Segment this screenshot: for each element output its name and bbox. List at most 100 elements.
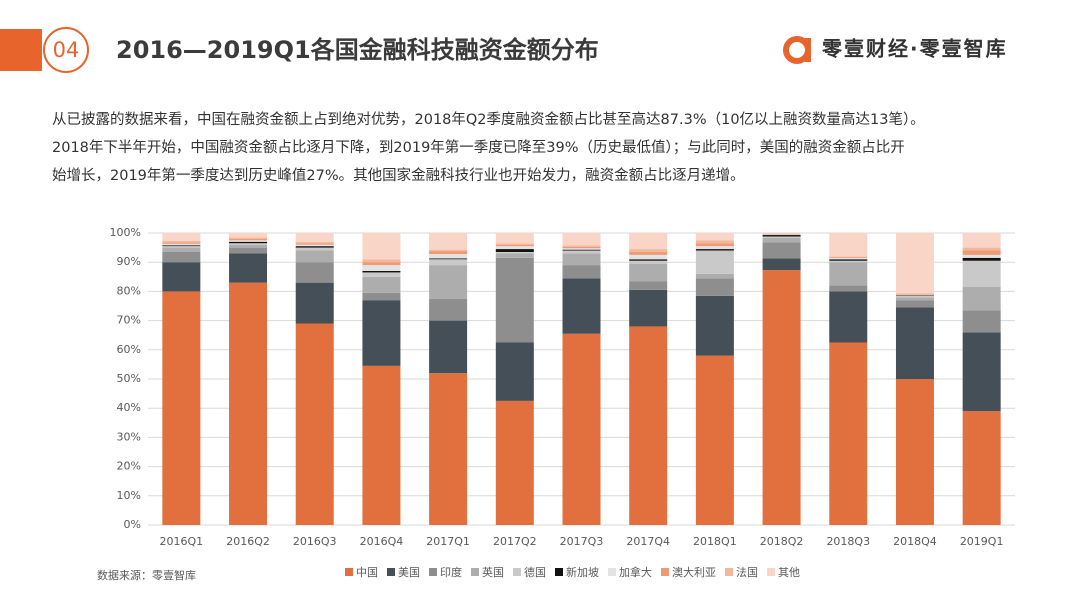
bar-segment	[495, 342, 534, 401]
bar-segment	[295, 282, 334, 324]
bar-segment	[695, 250, 734, 274]
page-title: 2016—2019Q1各国金融科技融资金额分布	[116, 36, 599, 64]
bar-segment	[229, 243, 268, 245]
bar-segment	[962, 250, 1001, 255]
bar-segment	[162, 243, 201, 246]
x-tick-label: 2017Q4	[626, 535, 670, 548]
bar-segment	[629, 263, 668, 282]
bar-segment	[962, 247, 1001, 251]
bar-segment	[162, 233, 201, 241]
legend-label: 德国	[524, 565, 546, 579]
bar-segment	[895, 294, 934, 296]
bar-segment	[362, 300, 401, 366]
bar-segment	[829, 259, 868, 261]
legend-swatch	[725, 568, 733, 576]
bar-segment	[162, 240, 201, 243]
bar-segment	[962, 411, 1001, 525]
y-tick-label: 90%	[117, 255, 141, 268]
bar-segment	[562, 250, 601, 254]
bar-segment	[829, 260, 868, 263]
bar-segment	[495, 244, 534, 247]
bar-segment	[162, 262, 201, 292]
bar-segment	[629, 249, 668, 252]
bar-segment	[629, 281, 668, 290]
bar-segment	[229, 247, 268, 254]
x-tick-label: 2016Q4	[360, 535, 404, 548]
x-tick-label: 2018Q1	[693, 535, 737, 548]
x-tick-label: 2019Q1	[960, 535, 1004, 548]
bar-segment	[962, 287, 1001, 311]
bar-segment	[829, 342, 868, 525]
legend-swatch	[767, 568, 775, 576]
y-tick-label: 60%	[117, 343, 141, 356]
bar-segment	[229, 237, 268, 239]
bar-segment	[629, 259, 668, 261]
legend-swatch	[661, 568, 669, 576]
body-line: 始增长，2019年第一季度达到历史峰值27%。其他国家金融科技行业也开始发力，融…	[52, 166, 745, 184]
bar-segment	[495, 400, 534, 525]
bar-segment	[762, 233, 801, 235]
bar-segment	[829, 291, 868, 343]
body-line: 从已披露的数据来看，中国在融资金额上占到绝对优势，2018年Q2季度融资金额占比…	[52, 111, 925, 128]
legend-label: 美国	[398, 566, 420, 579]
bar-segment	[362, 262, 401, 266]
x-tick-label: 2018Q3	[826, 535, 870, 548]
bar-segment	[629, 326, 668, 525]
bar-segment	[495, 257, 534, 343]
bar-segment	[295, 246, 334, 248]
bar-segment	[362, 292, 401, 301]
x-tick-label: 2016Q1	[160, 535, 204, 548]
bar-segment	[362, 270, 401, 273]
legend-label: 英国	[482, 565, 504, 579]
bar-segment	[162, 245, 201, 247]
bar-segment	[562, 248, 601, 250]
y-tick-label: 20%	[117, 460, 141, 473]
bar-segment	[895, 300, 934, 308]
legend-swatch	[471, 568, 479, 576]
bar-segment	[695, 233, 734, 241]
legend-label: 澳大利亚	[672, 565, 716, 579]
bar-segment	[495, 249, 534, 252]
bar-segment	[962, 257, 1001, 261]
bar-segment	[562, 265, 601, 279]
bar-segment	[629, 289, 668, 327]
bar-segment	[762, 236, 801, 238]
bar-segment	[895, 294, 934, 295]
bar-segment	[295, 244, 334, 247]
legend-label: 中国	[356, 566, 378, 579]
brand-logo	[783, 36, 811, 64]
y-tick-label: 0%	[124, 518, 141, 531]
bar-segment	[495, 243, 534, 245]
legend-label: 新加坡	[566, 565, 599, 579]
bar-segment	[295, 247, 334, 251]
bar-segment	[895, 295, 934, 298]
bar-segment	[429, 320, 468, 374]
x-tick-label: 2017Q3	[560, 535, 604, 548]
brand-name: 零壹财经·零壹智库	[821, 37, 1008, 61]
bar-segment	[362, 272, 401, 277]
bar-segment	[429, 259, 468, 266]
bar-segment	[695, 240, 734, 244]
body-line: 2018年下半年开始，中国融资金额占比逐月下降，到2019年第一季度已降至39%…	[52, 138, 905, 156]
bar-segment	[229, 238, 268, 241]
x-tick-label: 2018Q2	[760, 535, 804, 548]
bar-segment	[562, 253, 601, 266]
bar-segment	[229, 253, 268, 283]
bar-segment	[162, 251, 201, 263]
y-tick-label: 50%	[117, 372, 141, 385]
bar-segment	[962, 233, 1001, 248]
legend-swatch	[345, 568, 353, 576]
legend-label: 印度	[440, 565, 462, 579]
bar-segment	[829, 256, 868, 257]
bar-segment	[229, 282, 268, 525]
bar-segment	[895, 293, 934, 295]
bar-segment	[695, 273, 734, 279]
bar-segment	[695, 355, 734, 525]
bar-segment	[762, 237, 801, 243]
bar-segment	[895, 295, 934, 296]
number-badge	[43, 27, 89, 73]
y-tick-label: 80%	[117, 284, 141, 297]
source-note: 数据来源：零壹智库	[97, 568, 196, 582]
y-tick-label: 70%	[117, 314, 141, 327]
bar-segment	[429, 298, 468, 321]
